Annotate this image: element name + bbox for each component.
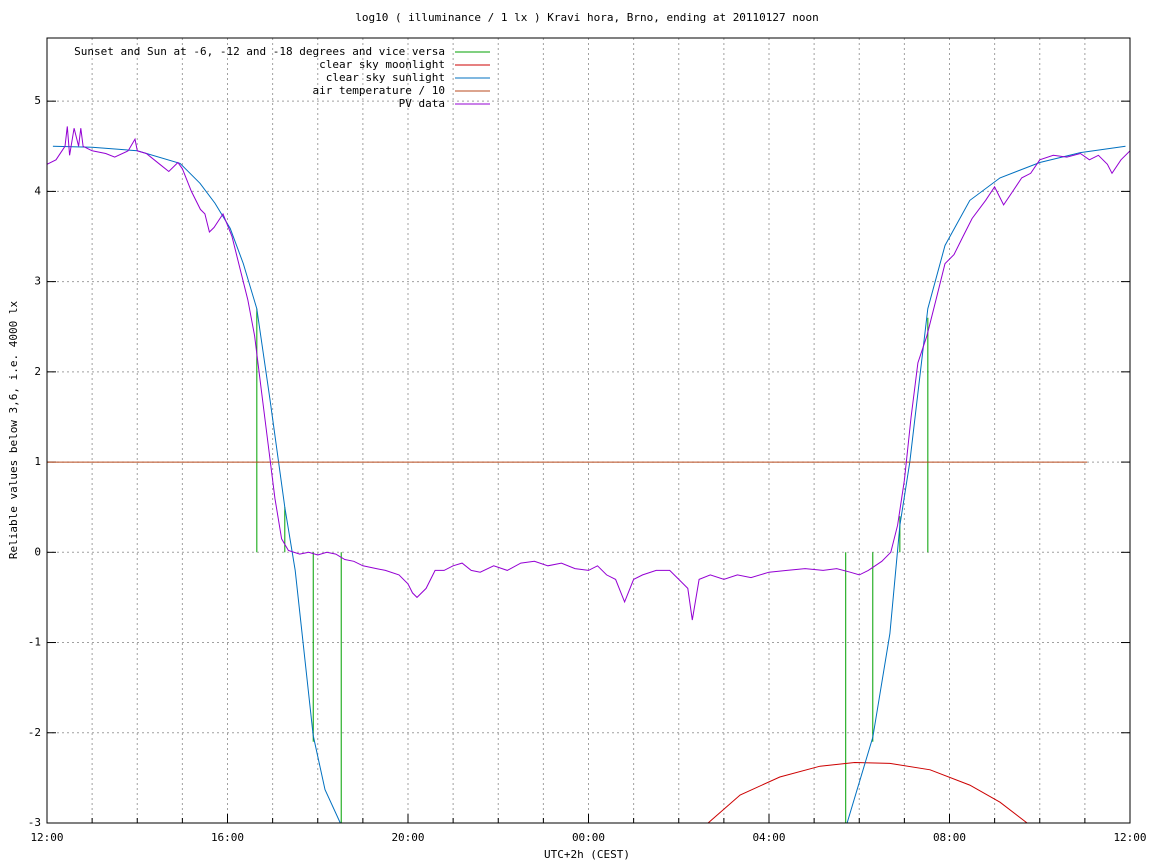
series-line bbox=[52, 145, 1126, 823]
legend-label: clear sky moonlight bbox=[319, 58, 445, 71]
legend-label: air temperature / 10 bbox=[313, 84, 445, 97]
x-tick-label: 04:00 bbox=[752, 831, 785, 844]
series-line bbox=[47, 126, 1130, 621]
legend-label: clear sky sunlight bbox=[326, 71, 445, 84]
x-tick-label: 16:00 bbox=[211, 831, 244, 844]
y-tick-label: -1 bbox=[28, 636, 41, 649]
y-tick-label: 1 bbox=[34, 455, 41, 468]
x-tick-label: 20:00 bbox=[391, 831, 424, 844]
plot-frame bbox=[46, 37, 1131, 824]
x-tick-label: 12:00 bbox=[1113, 831, 1146, 844]
y-tick-label: -3 bbox=[28, 816, 41, 829]
y-tick-label: 4 bbox=[34, 184, 41, 197]
x-tick-label: 12:00 bbox=[30, 831, 63, 844]
y-tick-label: 2 bbox=[34, 365, 41, 378]
y-tick-label: 0 bbox=[34, 545, 41, 558]
x-tick-label: 08:00 bbox=[933, 831, 966, 844]
chart-title: log10 ( illuminance / 1 lx ) Kravi hora,… bbox=[355, 11, 819, 24]
plot-area bbox=[47, 126, 1130, 823]
legend-label: PV data bbox=[399, 97, 445, 110]
x-tick-label: 00:00 bbox=[572, 831, 605, 844]
y-tick-label: 3 bbox=[34, 275, 41, 288]
y-tick-label: 5 bbox=[34, 94, 41, 107]
legend-label: Sunset and Sun at -6, -12 and -18 degree… bbox=[74, 45, 445, 58]
y-axis-label: Reliable values below 3,6, i.e. 4000 lx bbox=[7, 300, 20, 559]
series-line bbox=[707, 761, 1028, 823]
x-axis-label: UTC+2h (CEST) bbox=[544, 848, 630, 861]
y-tick-label: -2 bbox=[28, 726, 41, 739]
